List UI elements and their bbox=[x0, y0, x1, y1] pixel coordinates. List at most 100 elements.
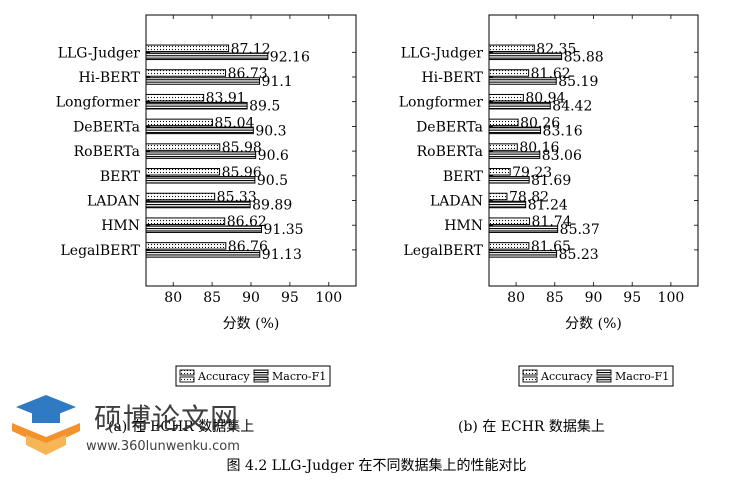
bar-macro-f1 bbox=[145, 126, 254, 135]
data-label-macro-f1: 91.1 bbox=[262, 74, 293, 90]
x-axis-label: 分数 (%) bbox=[565, 316, 622, 332]
legend-swatch bbox=[179, 369, 195, 376]
bar-accuracy bbox=[488, 93, 524, 102]
bar-accuracy bbox=[145, 217, 226, 225]
legend-swatch bbox=[596, 376, 612, 383]
category-label: LegalBERT bbox=[403, 243, 483, 259]
data-label-macro-f1: 81.69 bbox=[531, 173, 571, 189]
legend-swatch bbox=[596, 369, 612, 376]
data-label-macro-f1: 90.6 bbox=[258, 148, 289, 164]
bar-accuracy bbox=[145, 242, 227, 250]
data-label-macro-f1: 85.19 bbox=[558, 74, 598, 90]
bar-macro-f1 bbox=[488, 126, 542, 135]
watermark: 硕博论文网 www.360lunwenku.com bbox=[12, 393, 282, 461]
x-tick-label: 95 bbox=[281, 290, 299, 306]
bar-macro-f1 bbox=[145, 200, 251, 209]
x-axis-label: 分数 (%) bbox=[223, 316, 280, 332]
x-tick-label: 80 bbox=[507, 290, 525, 306]
watermark-url: www.360lunwenku.com bbox=[86, 439, 240, 454]
bar-macro-f1 bbox=[488, 151, 541, 159]
x-tick-label: 90 bbox=[585, 290, 603, 306]
legend-swatch bbox=[522, 376, 538, 383]
category-label: BERT bbox=[443, 169, 484, 185]
bar-accuracy bbox=[145, 168, 221, 176]
legend-swatch bbox=[522, 369, 538, 376]
bar-macro-f1 bbox=[145, 77, 261, 85]
legend-label: Accuracy bbox=[540, 370, 593, 383]
data-label-macro-f1: 89.89 bbox=[252, 198, 292, 214]
data-label-macro-f1: 83.16 bbox=[543, 123, 583, 139]
bar-macro-f1 bbox=[488, 176, 530, 184]
category-label: Hi-BERT bbox=[421, 70, 483, 86]
x-tick-label: 85 bbox=[546, 290, 564, 306]
category-label: HMN bbox=[444, 218, 483, 234]
x-tick-label: 100 bbox=[315, 290, 342, 306]
data-label-macro-f1: 89.5 bbox=[249, 99, 280, 115]
bar-macro-f1 bbox=[488, 52, 563, 61]
x-tick-label: 80 bbox=[164, 290, 182, 306]
watermark-title: 硕博论文网 bbox=[94, 402, 240, 435]
category-label: RoBERTa bbox=[417, 144, 483, 160]
bar-macro-f1 bbox=[488, 250, 558, 258]
bar-accuracy bbox=[145, 143, 221, 151]
bar-macro-f1 bbox=[145, 52, 269, 61]
legend-swatch bbox=[253, 376, 269, 383]
legend-swatch bbox=[179, 376, 195, 383]
data-label-macro-f1: 91.35 bbox=[264, 222, 304, 238]
bar-macro-f1 bbox=[488, 101, 551, 110]
bar-macro-f1 bbox=[145, 101, 248, 110]
legend-swatch bbox=[253, 369, 269, 376]
data-label-macro-f1: 90.3 bbox=[255, 123, 286, 139]
bar-accuracy bbox=[488, 143, 518, 151]
subcaption-a: (a) 在 ECHR 数据集上 bbox=[108, 419, 255, 435]
legend-label: Macro-F1 bbox=[615, 370, 669, 383]
category-label: BERT bbox=[100, 169, 141, 185]
x-tick-label: 90 bbox=[242, 290, 260, 306]
bar-accuracy bbox=[488, 118, 519, 127]
x-tick-label: 95 bbox=[623, 290, 641, 306]
bar-accuracy bbox=[488, 242, 530, 250]
category-label: HMN bbox=[101, 218, 140, 234]
data-label-macro-f1: 90.5 bbox=[257, 173, 288, 189]
data-label-macro-f1: 85.23 bbox=[559, 247, 599, 263]
figure-caption: 图 4.2 LLG-Judger 在不同数据集上的性能对比 bbox=[226, 458, 527, 474]
data-label-macro-f1: 84.42 bbox=[552, 99, 592, 115]
bar-macro-f1 bbox=[488, 77, 557, 85]
bar-accuracy bbox=[488, 44, 535, 53]
legend-box bbox=[175, 365, 331, 387]
category-label: Longformer bbox=[399, 95, 484, 111]
data-label-macro-f1: 92.16 bbox=[270, 49, 310, 65]
bar-accuracy bbox=[488, 217, 531, 225]
category-label: Hi-BERT bbox=[78, 70, 140, 86]
category-label: RoBERTa bbox=[74, 144, 140, 160]
bar-accuracy bbox=[145, 44, 230, 53]
graduation-cap-icon bbox=[12, 395, 80, 455]
data-label-macro-f1: 81.24 bbox=[528, 198, 568, 214]
bar-accuracy bbox=[488, 168, 511, 176]
bar-accuracy bbox=[488, 69, 530, 77]
legend-box bbox=[518, 365, 674, 387]
category-label: LLG-Judger bbox=[401, 45, 484, 61]
data-label-macro-f1: 85.88 bbox=[564, 49, 604, 65]
x-tick-label: 85 bbox=[203, 290, 221, 306]
subcaption-b: (b) 在 ECHR 数据集上 bbox=[458, 419, 605, 435]
category-label: LLG-Judger bbox=[58, 45, 141, 61]
data-label-macro-f1: 91.13 bbox=[262, 247, 302, 263]
category-label: DeBERTa bbox=[416, 119, 483, 135]
legend: Accuracy Macro-F1 bbox=[518, 365, 674, 387]
category-label: DeBERTa bbox=[73, 119, 140, 135]
bar-accuracy bbox=[145, 69, 227, 77]
bar-macro-f1 bbox=[488, 225, 559, 233]
bar-macro-f1 bbox=[488, 200, 527, 209]
bar-accuracy bbox=[145, 118, 213, 127]
bar-macro-f1 bbox=[145, 151, 257, 159]
category-label: Longformer bbox=[56, 95, 141, 111]
legend-label: Macro-F1 bbox=[272, 370, 326, 383]
legend-label: Accuracy bbox=[197, 370, 250, 383]
x-tick-label: 100 bbox=[658, 290, 685, 306]
bar-accuracy bbox=[145, 93, 205, 102]
data-label-macro-f1: 83.06 bbox=[542, 148, 582, 164]
category-label: LegalBERT bbox=[60, 243, 140, 259]
bar-macro-f1 bbox=[145, 176, 256, 184]
